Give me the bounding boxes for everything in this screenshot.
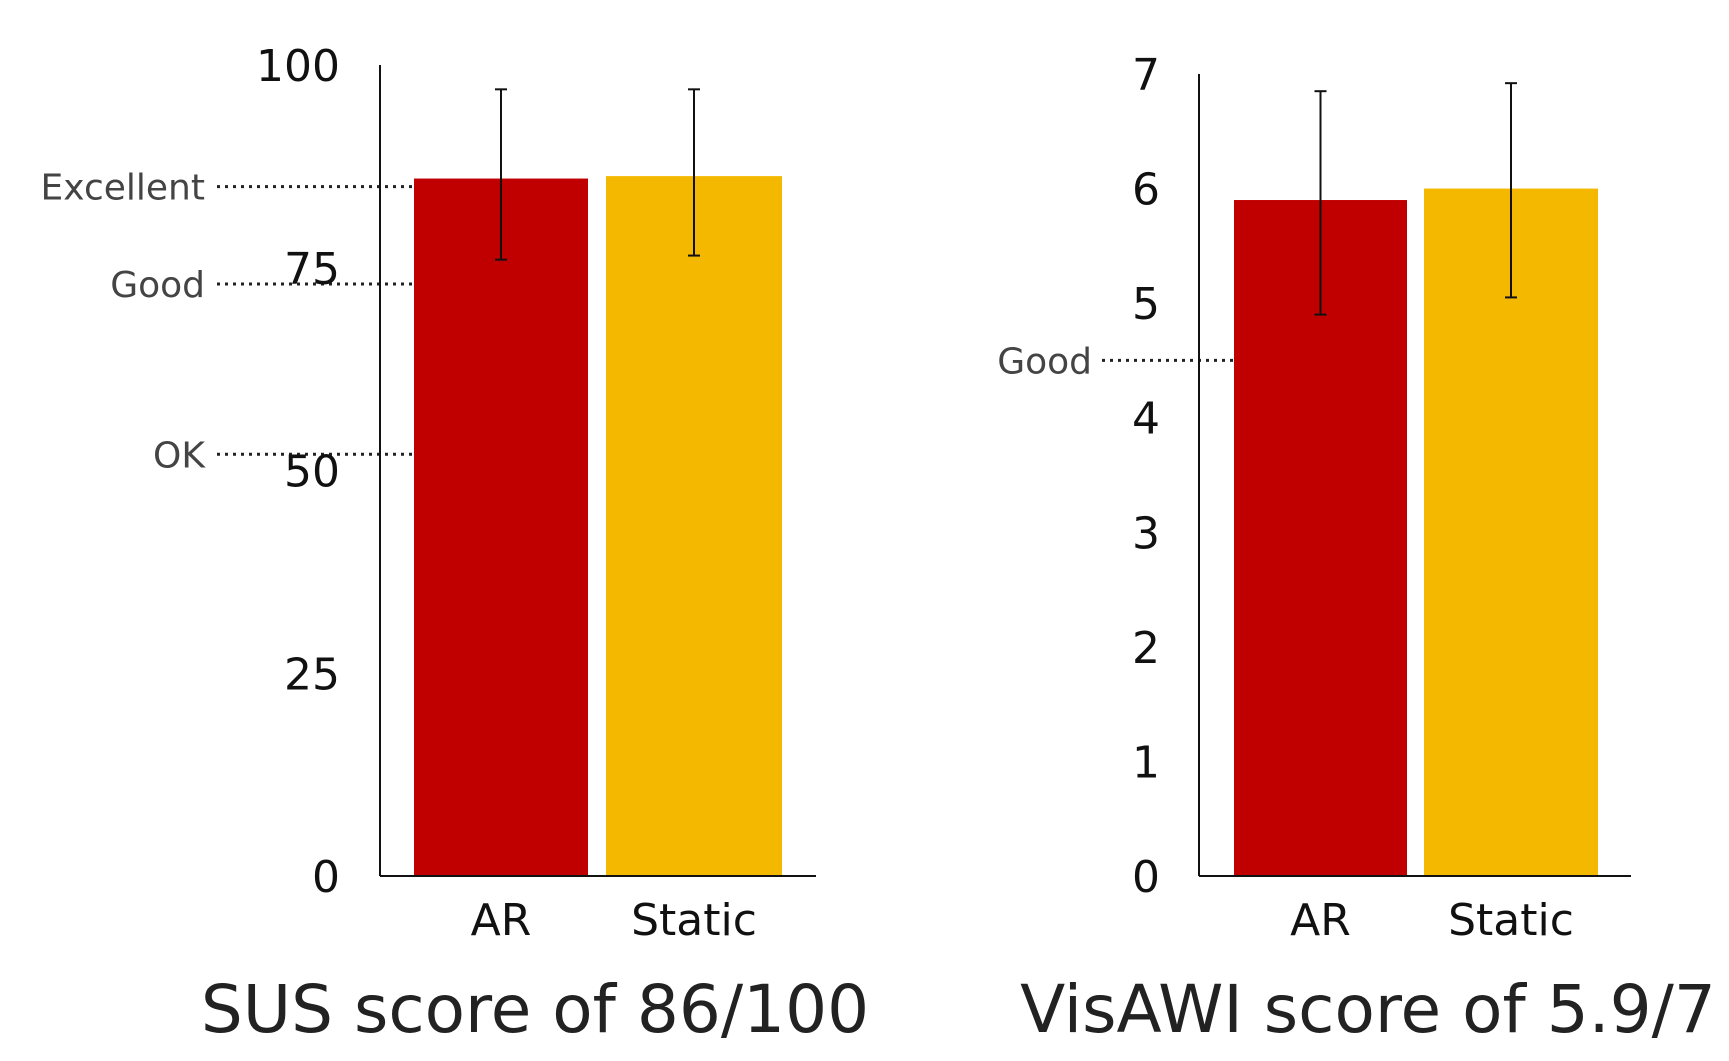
y-tick-label: 4 bbox=[1132, 394, 1160, 445]
x-tick-label: Static bbox=[1448, 895, 1574, 946]
y-tick-label: 6 bbox=[1132, 165, 1160, 216]
y-tick-label: 1 bbox=[1132, 737, 1160, 788]
visawi-chart: Good 0 1 2 3 4 5 6 7 AR Static VisAWI score of 5.9/… bbox=[997, 50, 1716, 1048]
chart-caption: SUS score of 86/100 bbox=[201, 971, 869, 1048]
reference-label: Excellent bbox=[41, 168, 205, 209]
reference-label: Good bbox=[110, 265, 205, 306]
y-tick-label: 100 bbox=[256, 41, 340, 92]
x-tick-label: AR bbox=[471, 895, 532, 946]
bar-static bbox=[606, 176, 782, 876]
y-tick-label: 0 bbox=[1132, 852, 1160, 903]
reference-label: OK bbox=[153, 435, 206, 476]
x-tick-label: Static bbox=[631, 895, 757, 946]
reference-label: Good bbox=[997, 341, 1092, 382]
x-tick-label: AR bbox=[1290, 895, 1351, 946]
y-tick-label: 25 bbox=[284, 649, 340, 700]
y-tick-label: 7 bbox=[1132, 50, 1160, 101]
bar-static bbox=[1424, 188, 1598, 877]
y-tick-label: 5 bbox=[1132, 279, 1160, 330]
y-tick-label: 0 bbox=[312, 852, 340, 903]
y-tick-label: 50 bbox=[284, 447, 340, 498]
y-tick-label: 3 bbox=[1132, 508, 1160, 559]
chart-caption: VisAWI score of 5.9/7 bbox=[1020, 971, 1716, 1048]
bar-ar bbox=[414, 178, 588, 877]
sus-chart: Excellent Good OK 0 25 50 75 100 AR Static SUS sco… bbox=[41, 41, 870, 1048]
y-tick-label: 2 bbox=[1132, 623, 1160, 674]
y-tick-label: 75 bbox=[284, 244, 340, 295]
